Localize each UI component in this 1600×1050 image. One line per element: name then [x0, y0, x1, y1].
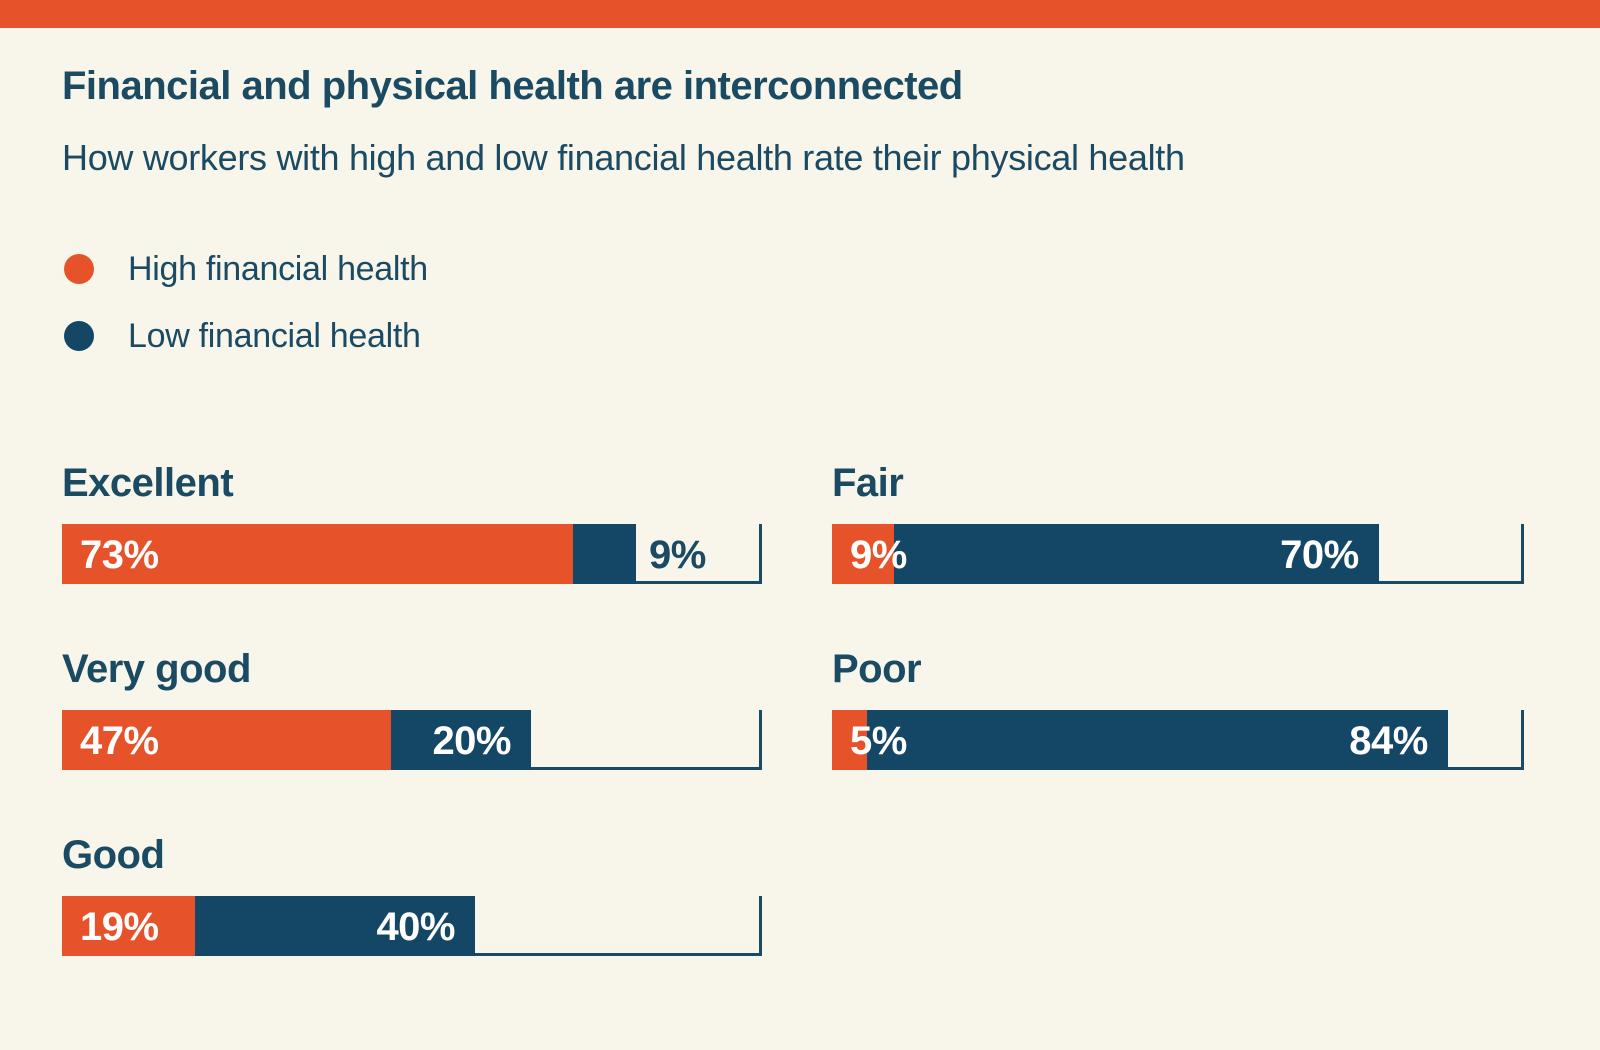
legend-label: Low financial health — [128, 316, 421, 355]
bar-segment-high-poor: 5% — [832, 710, 907, 770]
chart-column-right: Fair 9% 70% Poor 5% 84% — [832, 460, 1524, 832]
axis-end-tick — [759, 524, 762, 584]
value-label-high-good: 19% — [80, 905, 159, 949]
chart-row-poor: Poor 5% 84% — [832, 646, 1524, 770]
bar-segment-high-good: 19% — [62, 896, 195, 956]
chart-row-very-good: Very good 47% 20% — [62, 646, 762, 770]
bar-segment-low-good: 40% — [195, 896, 475, 956]
chart-row-fair: Fair 9% 70% — [832, 460, 1524, 584]
legend-item-high: High financial health — [64, 250, 428, 288]
bar-segment-low-very-good: 20% — [391, 710, 531, 770]
category-label-excellent: Excellent — [62, 461, 234, 505]
category-label-fair: Fair — [832, 461, 904, 505]
bar-segment-high-very-good: 47% — [62, 710, 391, 770]
bar-track-good: 19% 40% — [62, 896, 762, 956]
axis-end-tick — [1521, 710, 1524, 770]
bar-segment-low-poor: 84% — [866, 710, 1448, 770]
legend-label: High financial health — [128, 249, 428, 288]
legend: High financial health Low financial healt… — [64, 250, 428, 384]
chart-row-excellent: Excellent 73% 9% — [62, 460, 762, 584]
value-label-low-very-good: 20% — [432, 719, 511, 763]
bar-track-poor: 5% 84% — [832, 710, 1524, 770]
chart-subtitle: How workers with high and low financial … — [62, 137, 1185, 178]
chart-column-left: Excellent 73% 9% Very good 47% 20% Good 19% 40% — [62, 460, 762, 1018]
value-label-high-poor: 5% — [850, 719, 907, 763]
legend-dot-icon — [64, 321, 94, 351]
category-label-good: Good — [62, 833, 165, 877]
bar-chart: Excellent 73% 9% Very good 47% 20% Good 19% 40% … — [0, 460, 1600, 1020]
value-label-high-very-good: 47% — [80, 719, 159, 763]
top-accent-bar — [0, 0, 1600, 28]
value-label-high-excellent: 73% — [80, 533, 159, 577]
infographic: Financial and physical health are interc… — [0, 28, 1600, 1050]
bar-track-very-good: 47% 20% — [62, 710, 762, 770]
legend-item-low: Low financial health — [64, 317, 428, 355]
bar-track-fair: 9% 70% — [832, 524, 1524, 584]
bar-track-excellent: 73% 9% — [62, 524, 762, 584]
category-label-poor: Poor — [832, 647, 922, 691]
bar-segment-low-excellent — [573, 524, 636, 584]
value-label-low-poor: 84% — [1349, 719, 1428, 763]
value-label-low-excellent: 9% — [649, 533, 706, 577]
chart-title: Financial and physical health are interc… — [62, 64, 963, 108]
axis-end-tick — [759, 710, 762, 770]
bar-segment-high-fair: 9% — [832, 524, 907, 584]
bar-segment-low-fair: 70% — [894, 524, 1379, 584]
legend-dot-icon — [64, 254, 94, 284]
value-label-high-fair: 9% — [850, 533, 907, 577]
value-label-low-good: 40% — [376, 905, 455, 949]
chart-row-good: Good 19% 40% — [62, 832, 762, 956]
category-label-very-good: Very good — [62, 647, 251, 691]
axis-end-tick — [1521, 524, 1524, 584]
axis-end-tick — [759, 896, 762, 956]
bar-segment-high-excellent: 73% — [62, 524, 573, 584]
value-label-low-fair: 70% — [1280, 533, 1359, 577]
